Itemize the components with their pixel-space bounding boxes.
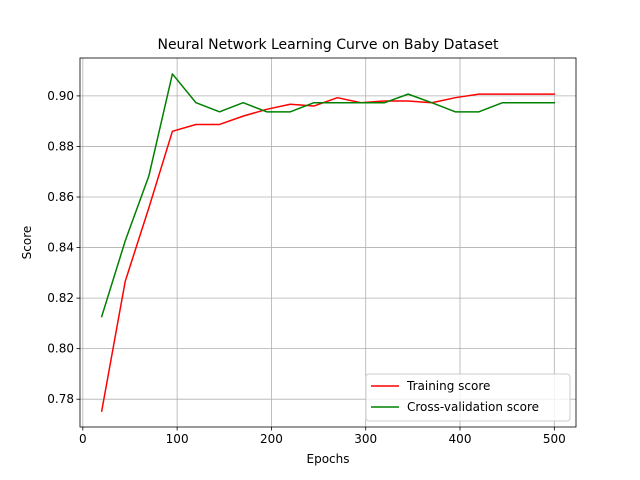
chart-title: Neural Network Learning Curve on Baby Da… xyxy=(157,37,499,53)
y-axis-ticks: 0.78 0.80 0.82 0.84 0.86 0.88 0.90 xyxy=(47,89,80,406)
x-tick-label: 400 xyxy=(449,432,472,446)
legend-label-cross-validation: Cross-validation score xyxy=(407,400,539,414)
y-tick-label: 0.80 xyxy=(47,342,74,356)
y-tick-label: 0.82 xyxy=(47,291,74,305)
training-score-line xyxy=(100,93,556,412)
y-tick-label: 0.78 xyxy=(47,392,74,406)
series-lines xyxy=(100,73,556,412)
y-tick-label: 0.86 xyxy=(47,190,74,204)
legend-label-training: Training score xyxy=(406,379,490,393)
legend-box xyxy=(365,373,571,422)
x-tick-label: 300 xyxy=(354,432,377,446)
cross-validation-score-line xyxy=(100,73,556,318)
y-axis-label: Score xyxy=(20,226,34,260)
x-axis-ticks: 0 100 200 300 400 500 xyxy=(79,427,566,446)
y-tick-label: 0.90 xyxy=(47,89,74,103)
x-tick-label: 500 xyxy=(543,432,566,446)
grid-lines xyxy=(80,58,576,427)
x-tick-label: 0 xyxy=(79,432,87,446)
y-tick-label: 0.84 xyxy=(47,241,74,255)
x-axis-label: Epochs xyxy=(307,452,350,466)
x-tick-label: 100 xyxy=(166,432,189,446)
y-tick-label: 0.88 xyxy=(47,139,74,153)
plot-area-frame xyxy=(79,57,577,428)
legend: Training score Cross-validation score xyxy=(365,373,571,422)
x-tick-label: 200 xyxy=(260,432,283,446)
